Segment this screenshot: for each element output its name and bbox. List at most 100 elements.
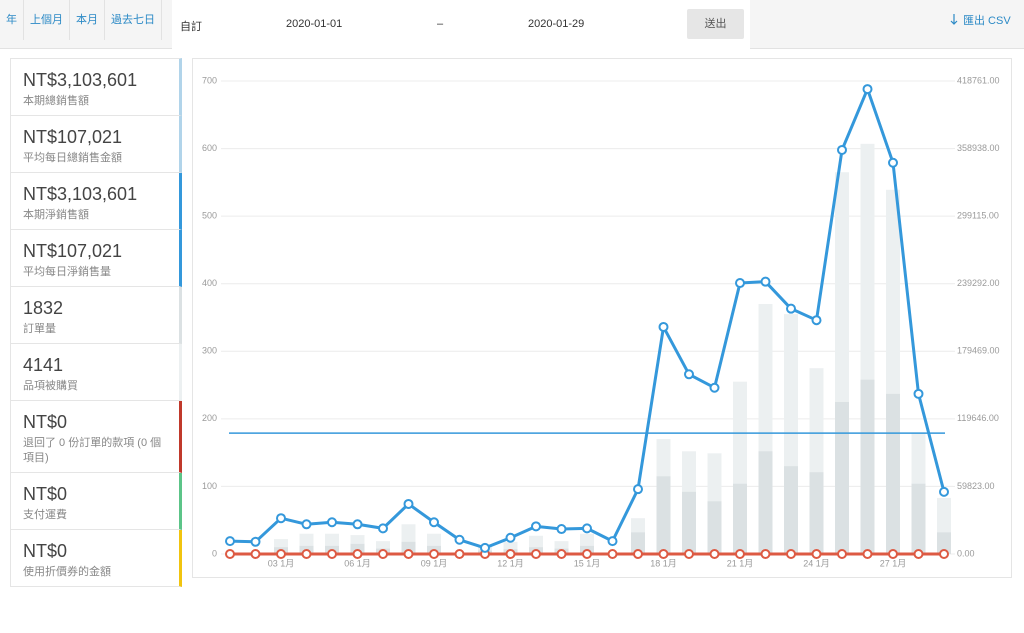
point bbox=[454, 549, 465, 559]
point bbox=[582, 523, 592, 534]
point bbox=[837, 144, 847, 155]
end-date[interactable]: 2020-01-29 bbox=[528, 18, 585, 30]
y2-tick-label: 119646.00 bbox=[957, 413, 999, 423]
date-separator: – bbox=[437, 18, 444, 30]
bar bbox=[631, 532, 645, 554]
point bbox=[327, 517, 337, 528]
point bbox=[531, 549, 541, 559]
point bbox=[862, 549, 873, 559]
summary-item[interactable]: NT$107,021 平均每日總銷售金額 bbox=[10, 116, 182, 173]
y-tick-label: 200 bbox=[202, 413, 217, 423]
point bbox=[250, 549, 261, 559]
point bbox=[480, 542, 490, 553]
point bbox=[939, 549, 949, 559]
range-tab[interactable]: 上個月 bbox=[24, 0, 70, 40]
export-label[interactable]: 匯出 CSV bbox=[963, 15, 1011, 27]
bar bbox=[886, 393, 900, 554]
summary-label: 品項被購買 bbox=[23, 380, 78, 392]
point bbox=[505, 549, 516, 559]
download-icon bbox=[950, 14, 958, 25]
point bbox=[862, 84, 873, 95]
point bbox=[429, 549, 439, 559]
point bbox=[658, 549, 669, 559]
point bbox=[582, 549, 592, 559]
x-tick-label: 12 1月 bbox=[497, 558, 524, 568]
summary-label: 平均每日總銷售金額 bbox=[23, 152, 122, 164]
point bbox=[505, 532, 516, 543]
start-date[interactable]: 2020-01-01 bbox=[286, 18, 343, 30]
point bbox=[607, 549, 618, 559]
y2-tick-label: 299115.00 bbox=[957, 211, 999, 221]
y2-tick-label: 0.00 bbox=[957, 548, 975, 558]
point bbox=[225, 549, 235, 559]
bar bbox=[733, 483, 747, 554]
custom-label: 自訂 bbox=[180, 21, 202, 33]
x-tick-label: 24 1月 bbox=[803, 558, 830, 568]
y2-tick-label: 358938.00 bbox=[957, 143, 1000, 153]
point bbox=[888, 549, 898, 559]
bar bbox=[784, 466, 798, 554]
summary-item[interactable]: NT$3,103,601 本期總銷售額 bbox=[10, 58, 182, 116]
point bbox=[786, 549, 796, 559]
point bbox=[556, 524, 567, 535]
point bbox=[352, 549, 363, 559]
point bbox=[403, 498, 414, 509]
y-tick-label: 600 bbox=[202, 143, 217, 153]
summary-label: 平均每日淨銷售量 bbox=[23, 266, 111, 278]
point bbox=[403, 549, 414, 559]
summary-amount: NT$3,103,601 bbox=[23, 70, 138, 90]
point bbox=[811, 549, 822, 559]
summary-amount: 1832 bbox=[23, 298, 64, 318]
summary-item[interactable]: 4141 品項被購買 bbox=[10, 344, 182, 401]
x-tick-label: 09 1月 bbox=[421, 558, 448, 568]
point bbox=[301, 549, 312, 559]
range-tab[interactable]: 過去七日 bbox=[105, 0, 162, 40]
export-csv[interactable]: 匯出 CSV bbox=[950, 12, 1011, 28]
range-tab[interactable]: 本月 bbox=[70, 0, 105, 40]
chart: 0 100 200 300 400 500 600 700 0.00 59823.00 119646… bbox=[192, 58, 1012, 578]
summary-amount: NT$0 bbox=[23, 412, 68, 432]
summary-list: NT$3,103,601 本期總銷售額 NT$107,021 平均每日總銷售金額 NT$… bbox=[10, 58, 182, 587]
x-tick-label: 21 1月 bbox=[727, 558, 754, 568]
submit-button[interactable]: 送出 bbox=[687, 9, 744, 39]
point bbox=[250, 536, 261, 547]
point bbox=[378, 523, 388, 534]
summary-label: 支付運費 bbox=[23, 509, 67, 521]
point bbox=[352, 519, 363, 530]
y-tick-label: 400 bbox=[202, 278, 217, 288]
point bbox=[378, 549, 388, 559]
bar bbox=[911, 483, 926, 554]
custom-range: 自訂 2020-01-01 – 2020-01-29 送出 bbox=[172, 0, 750, 49]
bar bbox=[707, 501, 722, 554]
summary-item[interactable]: NT$0 支付運費 bbox=[10, 473, 182, 530]
summary-label: 使用折價券的金額 bbox=[23, 566, 111, 578]
range-tab[interactable]: 年 bbox=[0, 0, 24, 40]
bar bbox=[937, 532, 951, 554]
summary-item[interactable]: 1832 訂單量 bbox=[10, 287, 182, 344]
y2-tick-label: 239292.00 bbox=[957, 278, 1000, 288]
summary-label: 訂單量 bbox=[23, 323, 56, 335]
summary-amount: NT$3,103,601 bbox=[23, 184, 138, 204]
x-tick-label: 15 1月 bbox=[574, 558, 601, 568]
summary-item[interactable]: NT$0 使用折價券的金額 bbox=[10, 530, 182, 587]
summary-amount: NT$107,021 bbox=[23, 127, 123, 147]
range-tabs: 年上個月 本月 過去七日 bbox=[0, 0, 162, 48]
summary-amount: NT$0 bbox=[23, 541, 68, 561]
point bbox=[913, 388, 924, 399]
summary-item[interactable]: NT$0 退回了 0 份訂單的款項 (0 個項目) bbox=[10, 401, 182, 473]
summary-item[interactable]: NT$3,103,601 本期淨銷售額 bbox=[10, 173, 182, 230]
summary-label: 本期淨銷售額 bbox=[23, 209, 89, 221]
point bbox=[556, 549, 567, 559]
bar bbox=[350, 543, 365, 554]
point bbox=[429, 517, 439, 528]
summary-label: 本期總銷售額 bbox=[23, 95, 89, 107]
bar bbox=[656, 476, 671, 554]
point bbox=[301, 519, 312, 530]
x-tick-label: 03 1月 bbox=[268, 558, 295, 568]
x-tick-label: 27 1月 bbox=[880, 558, 907, 568]
point bbox=[709, 382, 720, 393]
point bbox=[531, 521, 541, 532]
bar bbox=[809, 472, 824, 554]
y-tick-label: 300 bbox=[202, 346, 217, 356]
summary-item[interactable]: NT$107,021 平均每日淨銷售量 bbox=[10, 230, 182, 287]
